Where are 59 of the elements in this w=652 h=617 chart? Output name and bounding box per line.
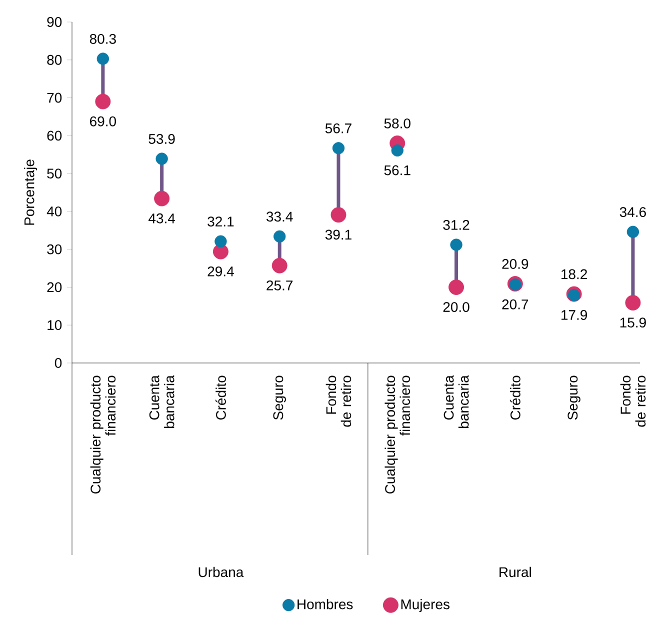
data-label: 56.1 [384, 165, 410, 176]
y-tick-label: 0 [54, 358, 62, 368]
x-tick-label: Seguro [568, 376, 580, 420]
data-label: 18.2 [561, 269, 587, 280]
y-tick-label: 50 [47, 168, 62, 179]
data-label: 25.7 [266, 280, 293, 290]
x-tick-label: Cuenta bancaria [444, 375, 469, 428]
point [332, 142, 345, 154]
point [625, 294, 641, 310]
data-label: 20.0 [443, 302, 470, 312]
data-label: 29.4 [208, 266, 234, 276]
data-label: 20.9 [502, 259, 528, 269]
point [272, 258, 288, 274]
point [214, 235, 227, 248]
data-label: 31.2 [443, 220, 470, 230]
data-label: 80.3 [90, 34, 116, 44]
y-tick-label: 40 [46, 206, 62, 216]
y-tick-label: 70 [47, 92, 62, 103]
point [391, 144, 404, 157]
legend-label: Mujeres [401, 598, 450, 612]
y-tick-label: 60 [47, 130, 62, 141]
point [448, 279, 464, 295]
data-label: 33.4 [266, 212, 293, 222]
text: Urbana [198, 566, 244, 578]
x-tick-label: Crédito [510, 376, 520, 420]
data-label: 39.1 [325, 230, 352, 240]
y-tick-label: 80 [47, 54, 62, 65]
text: Rural [500, 566, 531, 578]
point [156, 152, 168, 165]
y-tick-label: 10 [48, 320, 62, 330]
data-label: 43.4 [148, 213, 176, 224]
point [95, 94, 111, 110]
data-label: 53.9 [148, 134, 175, 144]
data-label: 56.7 [325, 123, 352, 134]
x-tick-label: Cualquier producto financiero [90, 376, 116, 494]
data-label: 58.0 [384, 118, 410, 128]
x-tick-label: Crédito [215, 376, 226, 420]
x-tick-label: Fondo de retiro [326, 376, 352, 427]
y-axis-title: Porcentaje [24, 160, 38, 225]
point [330, 207, 346, 223]
point [154, 190, 170, 206]
y-tick-label: 20 [47, 282, 62, 292]
point [274, 230, 286, 243]
data-label: 34.6 [620, 207, 646, 218]
point [626, 226, 640, 238]
y-tick-label: 90 [47, 17, 62, 27]
point [450, 238, 462, 251]
x-tick-label: Fondo de retiro [620, 376, 646, 427]
data-label: 32.1 [208, 216, 234, 227]
data-label: 20.7 [502, 299, 528, 310]
x-tick-label: Cuenta bancaria [149, 375, 174, 428]
point [568, 289, 580, 302]
data-label: 15.9 [620, 318, 646, 328]
point [96, 52, 110, 65]
y-tick-label: 30 [47, 244, 62, 254]
x-tick-label: Seguro [273, 376, 286, 420]
legend-label: Hombres [298, 598, 353, 610]
data-label: 69.0 [90, 116, 116, 126]
data-label: 17.9 [561, 310, 588, 320]
